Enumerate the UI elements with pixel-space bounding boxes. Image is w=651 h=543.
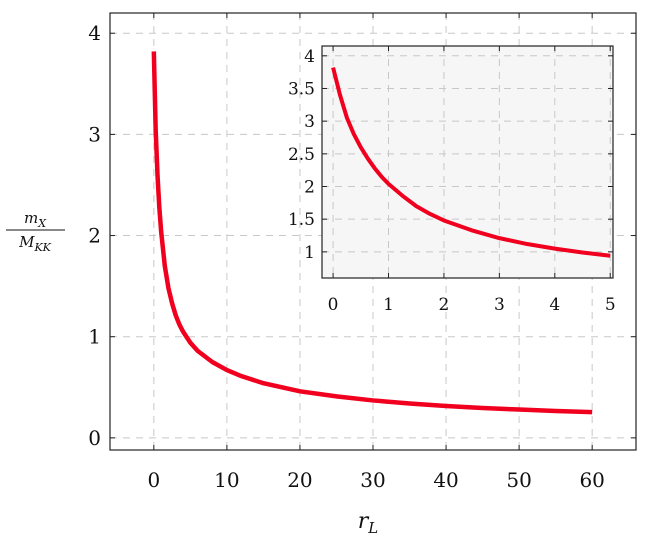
y-tick-label: 0 bbox=[88, 426, 101, 450]
x-tick-label: 3 bbox=[494, 295, 505, 315]
y-tick-label: 2 bbox=[88, 224, 101, 248]
series-line bbox=[151, 51, 593, 415]
x-tick-label: 1 bbox=[383, 295, 394, 315]
x-tick-label: 10 bbox=[214, 468, 239, 492]
inset-axis-ticks: 0 1 2 3 4 5 1 1.5 2 2.5 3 3.5 4 bbox=[288, 46, 616, 315]
main-series bbox=[151, 51, 593, 415]
x-tick-label: 0 bbox=[328, 295, 339, 315]
inset-grid bbox=[322, 46, 613, 278]
y-tick-label: 2.5 bbox=[288, 145, 315, 165]
series-line bbox=[331, 67, 611, 258]
y-tick-label: 1 bbox=[88, 325, 101, 349]
x-tick-label: 2 bbox=[439, 295, 450, 315]
y-axis-label: mX MKK bbox=[6, 209, 65, 254]
x-tick-label: 60 bbox=[579, 468, 604, 492]
svg-text:rL: rL bbox=[358, 509, 379, 537]
x-tick-label: 4 bbox=[549, 295, 560, 315]
y-tick-label: 1 bbox=[304, 243, 315, 263]
x-tick-label: 5 bbox=[605, 295, 616, 315]
svg-text:MKK: MKK bbox=[18, 233, 52, 254]
y-tick-label: 2 bbox=[304, 178, 315, 198]
y-tick-label: 1.5 bbox=[288, 210, 315, 230]
x-tick-label: 0 bbox=[147, 468, 160, 492]
inset-plot-frame bbox=[321, 45, 614, 279]
x-tick-label: 40 bbox=[433, 468, 458, 492]
x-tick-label: 30 bbox=[360, 468, 385, 492]
inset-plot-background bbox=[322, 46, 613, 278]
x-tick-label: 20 bbox=[287, 468, 312, 492]
y-tick-label: 3 bbox=[304, 112, 315, 132]
y-tick-label: 4 bbox=[304, 47, 315, 67]
y-tick-label: 3 bbox=[88, 122, 101, 146]
y-tick-label: 4 bbox=[88, 21, 101, 45]
x-axis-label: rL bbox=[358, 509, 379, 537]
y-tick-label: 3.5 bbox=[288, 79, 315, 99]
x-tick-label: 50 bbox=[506, 468, 531, 492]
inset-series bbox=[331, 67, 611, 258]
svg-text:mX: mX bbox=[24, 209, 47, 230]
